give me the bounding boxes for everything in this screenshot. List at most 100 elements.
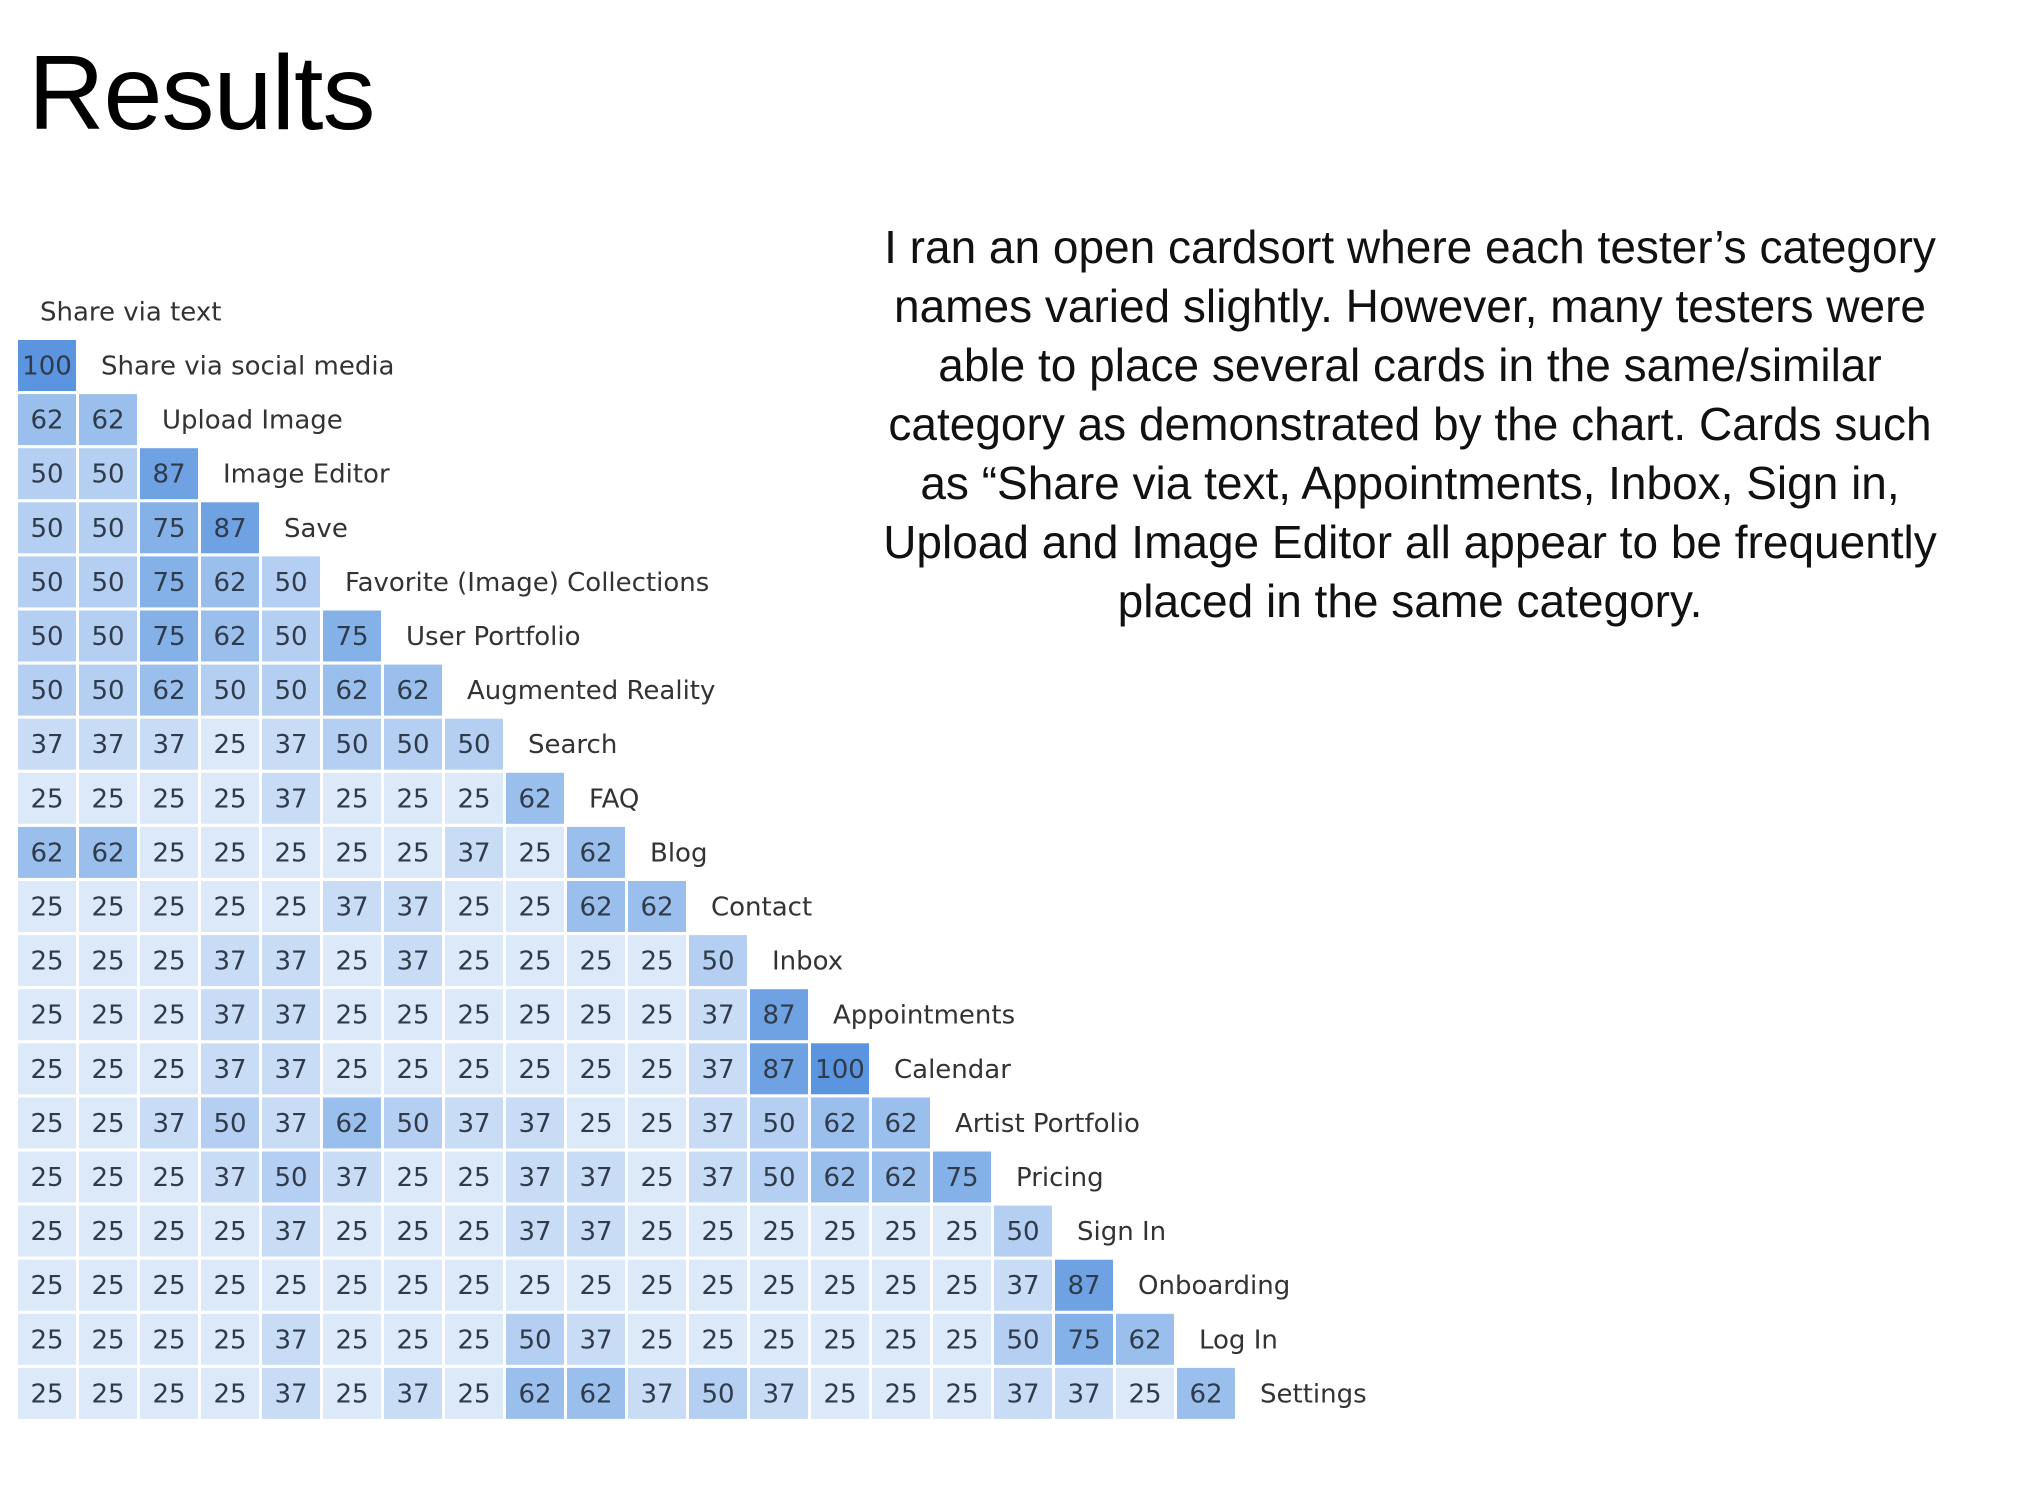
matrix-cell: [1055, 1259, 1113, 1311]
matrix-cell: [18, 826, 76, 878]
matrix-cell: [872, 1205, 930, 1257]
matrix-row-label: Sign In: [1077, 1217, 1166, 1247]
matrix-cell-value: 25: [152, 1001, 185, 1031]
matrix-cell: [933, 1313, 991, 1365]
matrix-cell: [506, 1043, 564, 1095]
matrix-cell-value: 25: [274, 893, 307, 923]
matrix-cell-value: 75: [1067, 1325, 1100, 1355]
matrix-cell-value: 37: [701, 1001, 734, 1031]
matrix-cell-value: 25: [91, 784, 124, 814]
matrix-cell: [872, 1259, 930, 1311]
matrix-cell: [384, 935, 442, 987]
matrix-cell: [567, 989, 625, 1041]
matrix-row-label: Save: [284, 514, 348, 544]
matrix-cell: [1055, 1313, 1113, 1365]
matrix-cell: [750, 1259, 808, 1311]
matrix-cell-value: 50: [274, 1163, 307, 1193]
matrix-cell-value: 25: [152, 1163, 185, 1193]
matrix-cell: [384, 772, 442, 824]
matrix-cell-value: 87: [152, 460, 185, 490]
matrix-row: 50 50 62 50 50 62 62 Augmented Reality: [18, 664, 715, 716]
matrix-cell: [140, 1313, 198, 1365]
matrix-cell-value: 25: [945, 1271, 978, 1301]
matrix-cell-value: 25: [640, 947, 673, 977]
matrix-cell: [140, 556, 198, 608]
matrix-cell-value: 50: [213, 1109, 246, 1139]
matrix-cell: [262, 1043, 320, 1095]
matrix-row-label: Calendar: [894, 1055, 1011, 1085]
matrix-cell: [506, 989, 564, 1041]
matrix-cell: [994, 1367, 1052, 1419]
matrix-cell: [994, 1205, 1052, 1257]
matrix-cell: [567, 1313, 625, 1365]
matrix-cell: [18, 448, 76, 500]
matrix-row: 25 25 25 37 37 25 25 25 25 25 25 37 87 100 Calendar: [18, 1043, 1011, 1095]
matrix-row-label: Favorite (Image) Collections: [345, 568, 709, 598]
matrix-cell: [384, 989, 442, 1041]
matrix-cell: [445, 1043, 503, 1095]
matrix-row: 25 25 25 37 37 25 25 25 25 25 25 37 87 Appointments: [18, 989, 1015, 1041]
matrix-cell: [79, 1367, 137, 1419]
matrix-cell-value: 25: [640, 1109, 673, 1139]
matrix-cell-value: 62: [335, 1109, 368, 1139]
matrix-cell: [811, 1097, 869, 1149]
matrix-cell-value: 25: [213, 1325, 246, 1355]
matrix-cell-value: 37: [457, 838, 490, 868]
matrix-cell: [201, 1151, 259, 1203]
matrix-cell: [79, 502, 137, 554]
matrix-cell-value: 62: [335, 676, 368, 706]
matrix-cell: [140, 1367, 198, 1419]
matrix-cell-value: 50: [274, 622, 307, 652]
matrix-cell: [323, 826, 381, 878]
matrix-cell-value: 37: [457, 1109, 490, 1139]
matrix-cell-value: 50: [335, 730, 368, 760]
matrix-cell: [140, 1151, 198, 1203]
matrix-cell: [18, 1151, 76, 1203]
matrix-cell: [689, 989, 747, 1041]
matrix-cell-value: 50: [91, 568, 124, 598]
matrix-cell-value: 25: [518, 947, 551, 977]
matrix-cell: [689, 1313, 747, 1365]
matrix-cell-value: 37: [579, 1217, 612, 1247]
matrix-cell: [140, 610, 198, 662]
matrix-cell: [323, 1313, 381, 1365]
matrix-row-label: Upload Image: [162, 406, 343, 436]
matrix-cell: [262, 610, 320, 662]
matrix-cell: [933, 1259, 991, 1311]
matrix-cell: [201, 1097, 259, 1149]
matrix-cell-value: 37: [518, 1109, 551, 1139]
matrix-cell-value: 37: [213, 1163, 246, 1193]
matrix-cell: [262, 1097, 320, 1149]
matrix-cell-value: 25: [396, 784, 429, 814]
matrix-cell-value: 25: [91, 947, 124, 977]
matrix-row-label: Log In: [1199, 1325, 1278, 1355]
matrix-cell-value: 25: [91, 1163, 124, 1193]
matrix-cell-value: 37: [518, 1163, 551, 1193]
matrix-cell: [445, 718, 503, 770]
matrix-cell: [201, 1205, 259, 1257]
matrix-cell-value: 25: [30, 1325, 63, 1355]
matrix-cell: [140, 772, 198, 824]
matrix-row-label: Artist Portfolio: [955, 1109, 1140, 1139]
matrix-cell-value: 25: [457, 784, 490, 814]
matrix-cell-value: 37: [579, 1325, 612, 1355]
matrix-cell-value: 25: [30, 1163, 63, 1193]
matrix-cell: [18, 610, 76, 662]
matrix-row-label: User Portfolio: [406, 622, 580, 652]
matrix-cell-value: 25: [457, 1379, 490, 1409]
matrix-row-label: Augmented Reality: [467, 676, 715, 706]
matrix-cell-value: 37: [274, 1109, 307, 1139]
matrix-cell-value: 25: [335, 1217, 368, 1247]
matrix-cell-value: 25: [152, 838, 185, 868]
matrix-cell-value: 62: [213, 568, 246, 598]
matrix-cell: [140, 881, 198, 932]
matrix-cell: [811, 1043, 869, 1095]
matrix-cell-value: 75: [945, 1163, 978, 1193]
matrix-row: 100 Share via social media: [18, 340, 394, 391]
matrix-cell: [628, 1259, 686, 1311]
matrix-cell-value: 25: [396, 1271, 429, 1301]
matrix-cell-value: 37: [274, 1001, 307, 1031]
matrix-row: 50 50 75 62 50 Favorite (Image) Collections: [18, 556, 709, 608]
matrix-cell: [18, 502, 76, 554]
matrix-cell-value: 25: [640, 1001, 673, 1031]
